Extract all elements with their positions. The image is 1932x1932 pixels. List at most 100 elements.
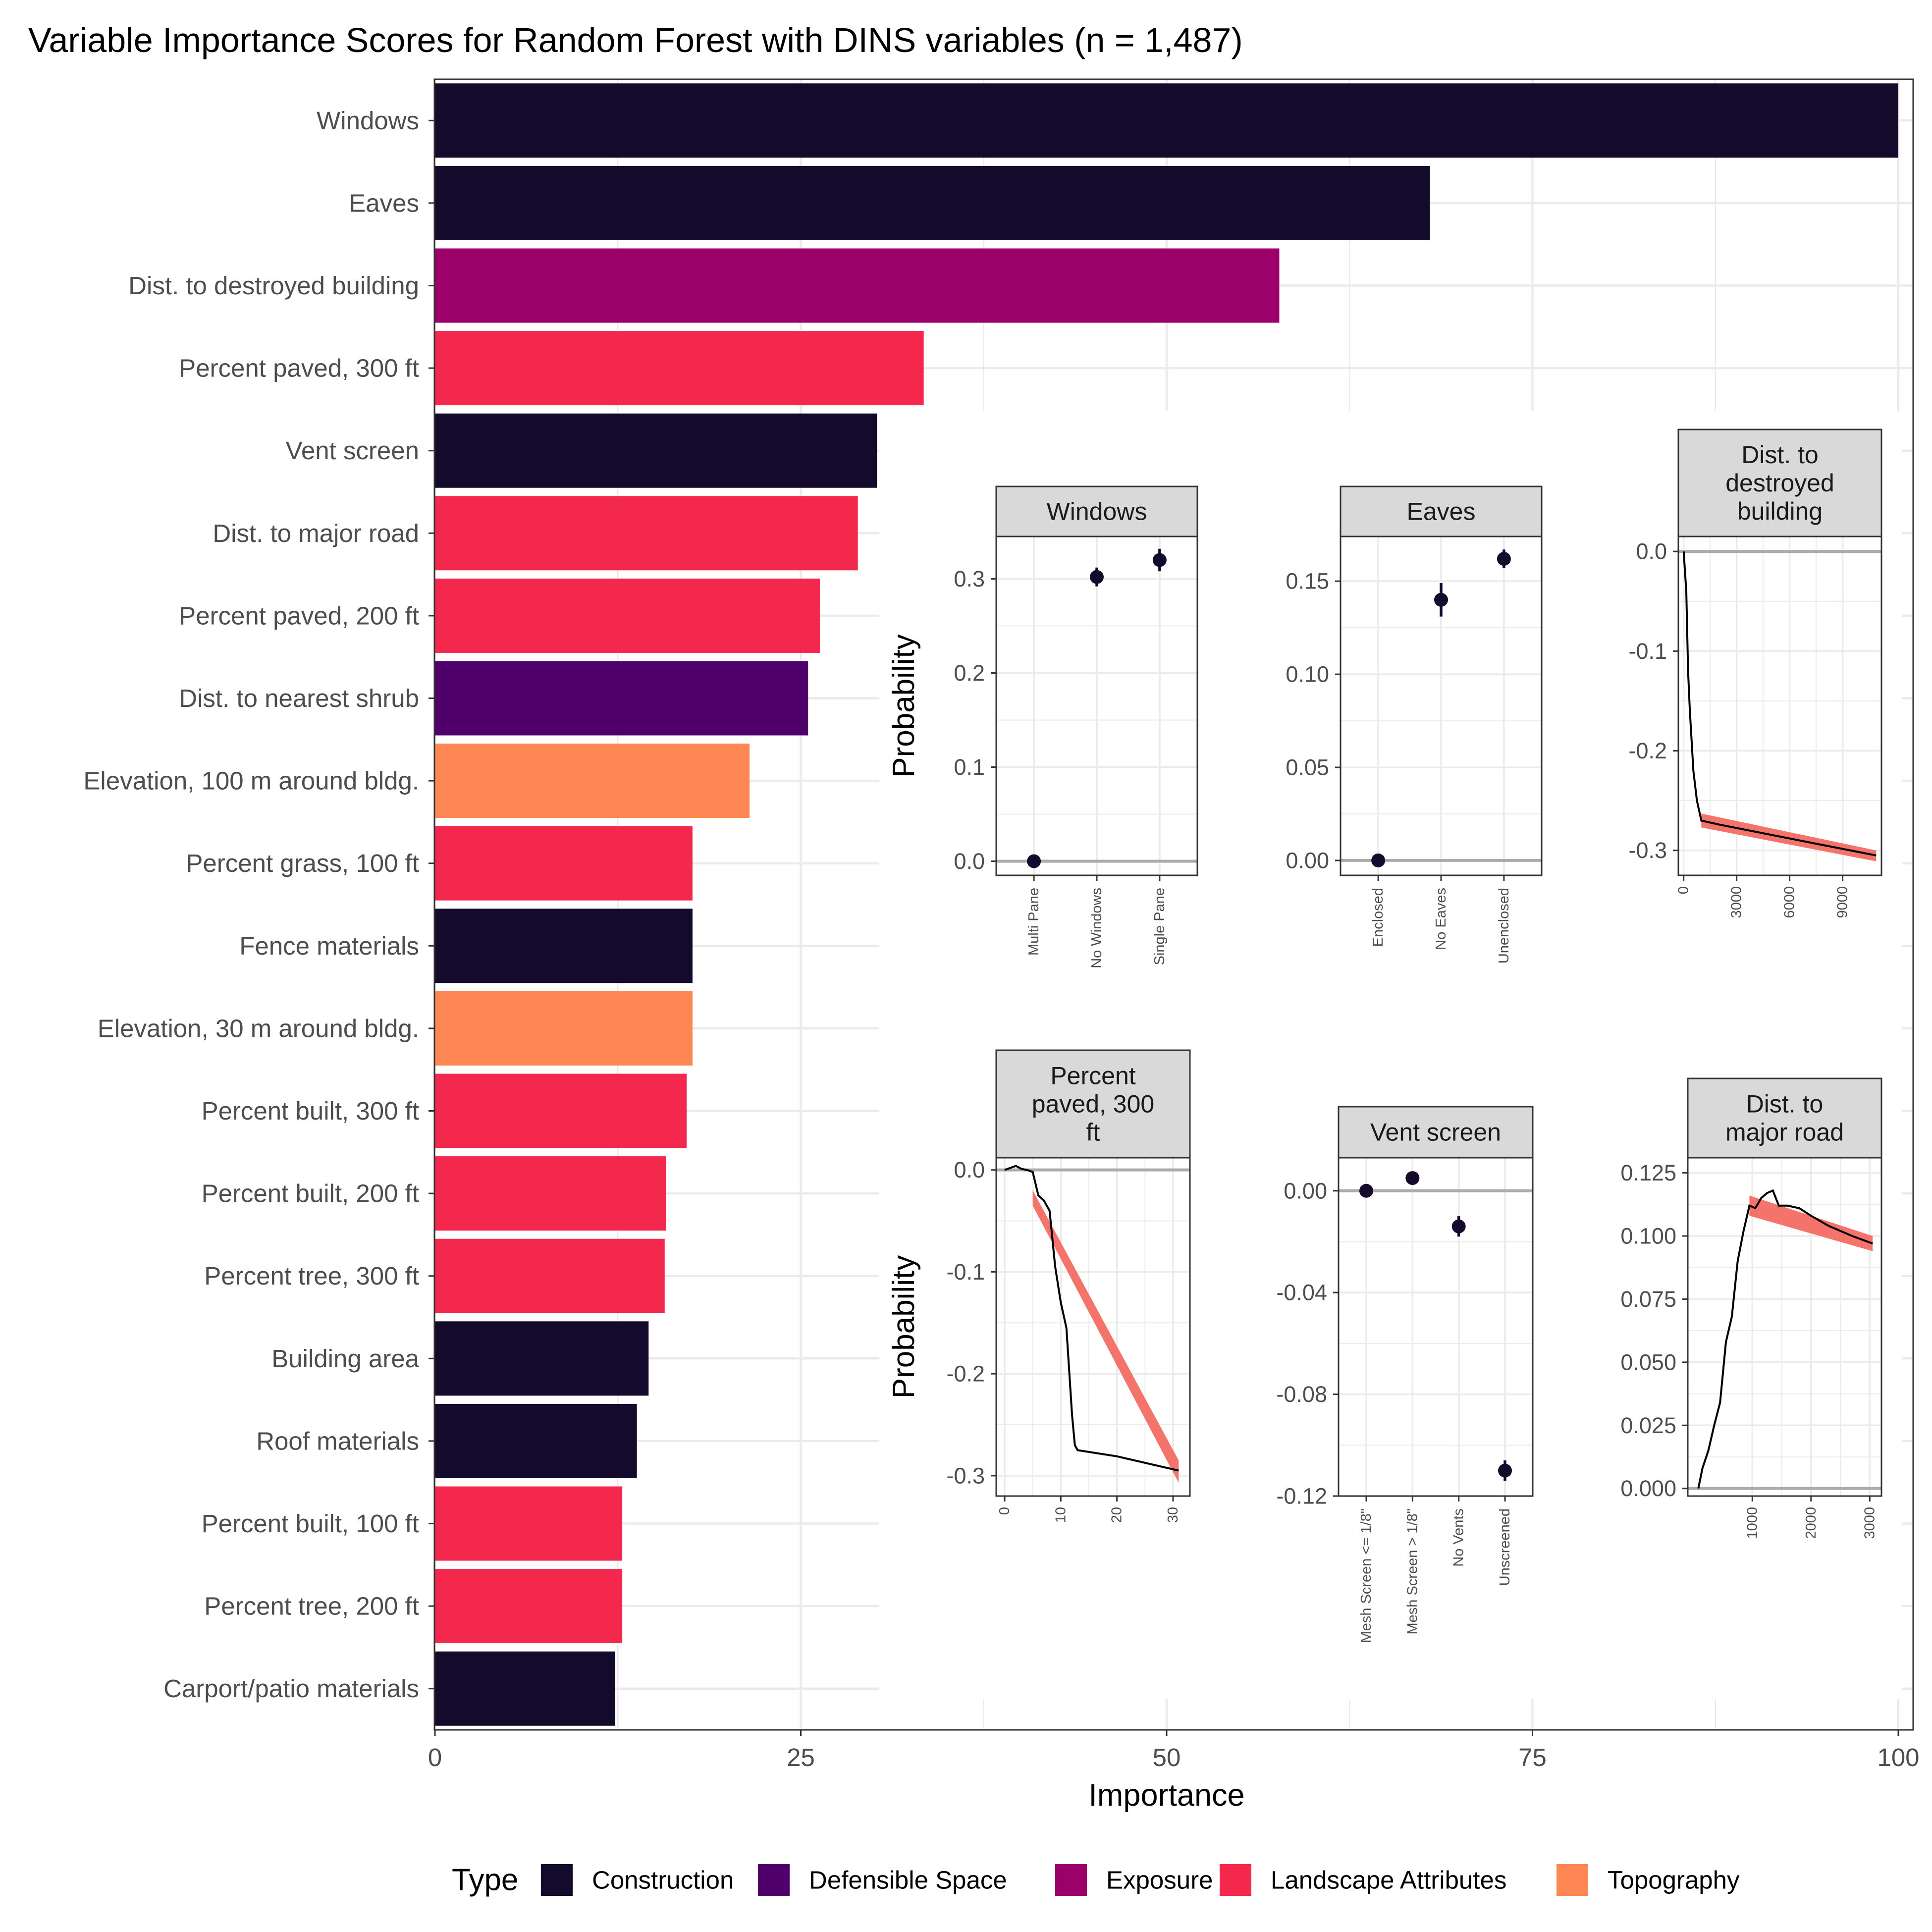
legend-label: Landscape Attributes [1271,1866,1506,1894]
facet-title: destroyed [1725,469,1834,497]
dependence-line [1004,1165,1179,1472]
y-tick-label: 0.00 [1286,848,1329,873]
facet-title: Dist. to [1746,1090,1824,1118]
inset-y-axis: 0.0 -0.1 -0.2 -0.3 [946,1157,996,1488]
bar-building-area [435,1321,649,1396]
x-tick-label: 3000 [1729,886,1745,918]
point-single-pane [1152,553,1167,567]
confidence-band [1749,1195,1873,1251]
inset-eaves: Eaves 0.00 0.05 0.10 0.15 Enclosed No Eaves Une… [1286,485,1543,964]
y-tick-label: Windows [317,107,419,135]
bar-roof-materials [435,1403,637,1478]
y-tick-label: 0.15 [1286,569,1329,594]
x-tick-label: 0 [428,1743,442,1771]
point-no-eaves [1434,592,1448,607]
legend-key [541,1864,573,1896]
x-tick-label: Enclosed [1370,888,1386,947]
y-tick-label: 0.2 [954,660,985,686]
point-mesh-screen-1-8 [1405,1171,1420,1185]
y-tick-label: -0.2 [946,1361,985,1387]
y-tick-label: Percent paved, 200 ft [179,601,419,630]
y-tick-label: -0.1 [946,1259,985,1285]
x-tick-label: No Eaves [1433,888,1449,950]
facet-title: Vent screen [1370,1119,1501,1146]
facet-title: Dist. to [1741,441,1819,469]
facet-title: ft [1086,1119,1100,1146]
bar-elevation-30-m-around-bldg [435,991,693,1066]
inset-y-axis: 0.0 0.1 0.2 0.3 [954,566,996,874]
y-tick-label: 0.000 [1620,1476,1676,1501]
facet-title: paved, 300 [1032,1090,1154,1118]
inset-panel [1339,1158,1533,1496]
x-axis-label: Importance [1088,1778,1244,1813]
y-tick-label: Percent paved, 300 ft [179,354,419,382]
bar-percent-tree-200-ft [435,1569,623,1644]
y-tick-label: Percent tree, 300 ft [204,1262,419,1290]
inset-x-axis: Multi Pane No Windows Single Pane [1026,875,1168,968]
legend-key [1556,1864,1588,1896]
legend-key [758,1864,790,1896]
inset-y-axis: 0.000 0.025 0.050 0.075 0.100 0.125 [1620,1160,1688,1501]
legend-label: Construction [592,1866,734,1894]
point-mesh-screen-1-8 [1359,1183,1373,1198]
y-tick-label: 0.050 [1620,1349,1676,1375]
y-tick-label: -0.2 [1628,738,1667,763]
bar-percent-tree-300-ft [435,1238,665,1313]
x-tick-label: 6000 [1782,886,1798,918]
inset-x-axis: Enclosed No Eaves Unenclosed [1370,875,1512,964]
x-tick-label: 25 [787,1743,815,1771]
legend-title: Type [452,1863,518,1897]
bar-fence-materials [435,909,693,983]
point-no-windows [1090,570,1104,584]
y-tick-label: Vent screen [286,436,419,465]
inset-x-axis: 0 10 20 30 [997,1496,1181,1523]
facet-title: Percent [1050,1062,1135,1090]
y-tick-label: -0.12 [1276,1484,1327,1509]
x-tick-label: 9000 [1835,886,1851,918]
point-enclosed [1371,853,1386,867]
inset-x-axis: Mesh Screen <= 1/8" Mesh Screen > 1/8" No … [1358,1496,1513,1643]
x-tick-label: 0 [1676,886,1692,894]
y-tick-label: -0.3 [946,1463,985,1488]
x-tick-label: 20 [1109,1507,1125,1523]
y-tick-label: Eaves [349,189,419,217]
y-tick-label: 0.10 [1286,662,1329,687]
bar-elevation-100-m-around-bldg [435,744,750,818]
y-tick-label: 0.100 [1620,1224,1676,1249]
inset-border [1687,1157,1882,1497]
inset-vent-screen: Vent screen 0.00 -0.04 -0.08 -0.12 Mesh Scree… [1276,1106,1534,1643]
facet-strip [995,485,1198,537]
x-tick-label: Mesh Screen > 1/8" [1404,1508,1420,1635]
inset-y-axis-label: Probability [887,1255,921,1398]
legend-label: Topography [1608,1866,1740,1894]
inset-x-axis: 1000 2000 3000 [1744,1496,1878,1539]
bar-percent-paved-300-ft [435,331,924,406]
y-tick-label: 0.125 [1620,1160,1676,1185]
legend-key [1220,1864,1251,1896]
inset-y-axis: 0.00 -0.04 -0.08 -0.12 [1276,1178,1339,1509]
y-tick-label: 0.1 [954,754,985,780]
legend-item-construction: Construction [541,1864,734,1896]
inset-gridlines [996,1158,1190,1496]
y-tick-label: Percent grass, 100 ft [186,849,419,877]
x-tick-label: 10 [1053,1507,1069,1523]
legend-item-defensible-space: Defensible Space [758,1864,1007,1896]
legend-item-exposure: Exposure [1055,1864,1213,1896]
y-tick-label: Dist. to nearest shrub [179,684,419,712]
legend-item-landscape-attributes: Landscape Attributes [1220,1864,1506,1896]
point-unenclosed [1497,552,1511,566]
y-tick-label: Roof materials [256,1427,419,1455]
x-tick-label: 100 [1877,1743,1919,1771]
bar-percent-grass-100-ft [435,826,693,901]
facet-title: Windows [1047,498,1147,526]
legend-label: Defensible Space [809,1866,1007,1894]
y-tick-label: Dist. to destroyed building [128,271,419,300]
dependence-line [1682,551,1877,857]
y-tick-label: Elevation, 100 m around bldg. [83,767,419,795]
y-tick-label: Percent built, 300 ft [202,1097,419,1125]
bar-dist-to-destroyed-building [435,248,1280,323]
y-tick-label: Percent built, 200 ft [202,1180,419,1208]
inset-border [1677,536,1882,876]
